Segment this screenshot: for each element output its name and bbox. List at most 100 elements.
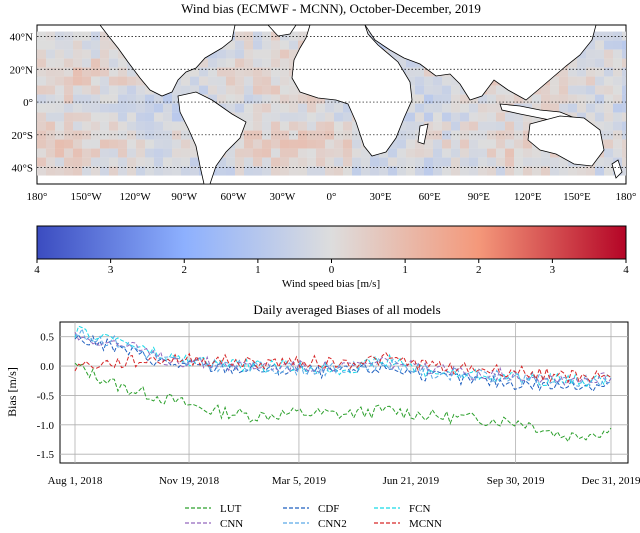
bias-cell [460,139,469,149]
bias-cell [172,112,181,122]
bias-cell [190,166,199,176]
bias-cell [145,112,154,122]
bias-cell [118,94,127,104]
bias-cell [136,85,145,95]
bias-cell [469,103,478,113]
bias-cell [604,31,613,41]
bias-cell [343,148,352,158]
bias-cell [595,58,604,68]
bias-cell [613,103,622,113]
bias-cell [208,94,217,104]
bias-cell [91,148,100,158]
bias-cell [424,166,433,176]
bias-cell [451,121,460,131]
bias-cell [37,157,46,167]
bias-cell [217,94,226,104]
bias-cell [82,31,91,41]
bias-cell [550,85,559,95]
bias-cell [73,31,82,41]
bias-cell [613,130,622,140]
bias-cell [271,58,280,68]
bias-cell [253,139,262,149]
y-tick-labels: 0.5 0.0 -0.5 -1.0 -1.5 [37,332,55,462]
bias-cell [415,121,424,131]
bias-cell [118,157,127,167]
bias-cell [487,121,496,131]
bias-cell [352,148,361,158]
bias-cell [613,112,622,122]
bias-cell [586,166,595,176]
plot-frame [59,321,629,464]
bias-cell [604,103,613,113]
bias-cell [451,157,460,167]
map-area: 180° 150°W 120°W 90°W 60°W 30°W 0° 30°E 60°E 90°E… [10,24,636,203]
bias-cell [424,94,433,104]
bias-cell [406,67,415,77]
map-x-tick-label: 60°W [220,191,246,203]
colorbar-tick-label: 1 [255,264,261,276]
bias-cell [604,76,613,86]
bias-cell [289,85,298,95]
bias-cell [262,49,271,59]
bias-cell [622,139,626,149]
bias-cell [253,58,262,68]
bias-cell [325,157,334,167]
bias-cell [181,166,190,176]
bias-cell [145,85,154,95]
bias-cell [136,139,145,149]
bias-cell [406,166,415,176]
bias-cell [64,166,73,176]
north-america-landmass [99,25,236,97]
bias-cell [235,112,244,122]
bias-cell [397,139,406,149]
bias-cell [352,166,361,176]
legend-item-lut: LUT [185,503,242,515]
bias-cell [406,148,415,158]
legend-item-fcn: FCN [374,503,430,515]
bias-cell [127,85,136,95]
bias-cell [127,166,136,176]
bias-cell [82,76,91,86]
bias-cell [478,94,487,104]
bias-cell [343,103,352,113]
bias-cell [568,166,577,176]
bias-cell [622,148,626,158]
bias-cell [64,58,73,68]
bias-cell [550,157,559,167]
bias-cell [433,148,442,158]
bias-cell [145,94,154,104]
bias-cell [577,67,586,77]
bias-cell [523,157,532,167]
bias-cell [388,166,397,176]
bias-cell [64,103,73,113]
colorbar: 4 3 2 1 0 1 2 3 4 Wind speed bias [m/s] [34,225,629,290]
bias-cell [82,121,91,131]
bias-cell [244,76,253,86]
bias-cell [235,31,244,41]
bias-cell [442,139,451,149]
bias-cell [55,103,64,113]
bias-cell [145,121,154,131]
bias-cell [523,148,532,158]
bias-cell [541,148,550,158]
bias-cell [280,85,289,95]
x-tick-labels: Aug 1, 2018 Nov 19, 2018 Mar 5, 2019 Jun 21… [48,475,640,487]
bias-cell [577,94,586,104]
bias-cell [622,121,626,131]
bias-cell [262,148,271,158]
bias-cell [262,58,271,68]
bias-cell [487,139,496,149]
bias-cell [514,130,523,140]
bias-cell [199,76,208,86]
bias-cell [415,94,424,104]
bias-cell [253,166,262,176]
bias-cell [289,31,298,41]
bias-cell [82,94,91,104]
bias-cell [91,130,100,140]
bias-cell [415,157,424,167]
bias-cell [469,148,478,158]
bias-cell [73,130,82,140]
bias-cell [37,76,46,86]
series-line-lut [74,362,612,443]
bias-cell [271,94,280,104]
